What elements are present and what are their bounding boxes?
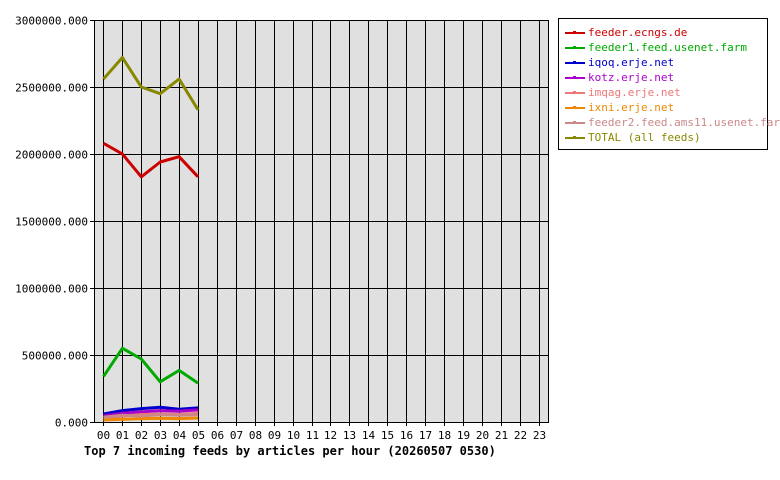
y-tick-label: 2000000.000 [15,149,88,162]
legend-swatch [565,61,585,64]
chart-title: Top 7 incoming feeds by articles per hou… [84,444,496,458]
legend-item: iqoq.erje.net [559,55,767,70]
y-tick-label: 2500000.000 [15,82,88,95]
x-tick-label: 00 [97,429,110,442]
legend-item: kotz.erje.net [559,70,767,85]
series-line [102,56,200,111]
x-tick-label: 12 [324,429,337,442]
x-tick-label: 10 [287,429,300,442]
legend-item: feeder2.feed.ams11.usenet.farm [559,115,780,130]
x-tick-label: 15 [381,429,394,442]
plot-frame [94,20,549,423]
x-tick-label: 16 [400,429,413,442]
y-tick-label: 500000.000 [22,350,88,363]
series-line [102,346,199,385]
series-line [103,405,199,416]
legend-swatch [565,106,585,109]
x-tick-label: 22 [514,429,527,442]
series-line [103,416,199,422]
legend-swatch [565,31,585,34]
y-tick-label: 1000000.000 [15,283,88,296]
legend-swatch [565,46,585,49]
legend-label: feeder.ecngs.de [588,26,688,39]
x-tick-label: 06 [211,429,224,442]
legend-item: feeder.ecngs.de [559,25,767,40]
x-tick-label: 21 [495,429,508,442]
x-tick-label: 05 [192,429,205,442]
y-tick-label: 3000000.000 [15,15,88,28]
x-tick-label: 23 [533,429,546,442]
y-tick-label: 0.000 [55,417,88,430]
x-tick-label: 18 [438,429,451,442]
x-tick-label: 20 [476,429,489,442]
legend-label: TOTAL (all feeds) [588,131,701,144]
x-tick-label: 13 [343,429,356,442]
x-tick-label: 14 [362,429,376,442]
x-tick-label: 09 [268,429,281,442]
x-tick-label: 01 [116,429,129,442]
legend-item: TOTAL (all feeds) [559,130,767,145]
legend-label: kotz.erje.net [588,71,675,84]
legend-label: imqag.erje.net [588,86,681,99]
legend-item: imqag.erje.net [559,85,767,100]
x-tick-label: 02 [135,429,148,442]
legend-swatch [565,136,585,139]
legend-swatch [565,121,585,124]
legend-swatch [565,91,585,94]
series-line [103,413,199,419]
x-tick-label: 11 [306,429,319,442]
legend: feeder.ecngs.de feeder1.feed.usenet.farm i… [558,18,780,150]
legend-item: ixni.erje.net [559,100,767,115]
x-tick-label: 03 [154,429,167,442]
x-tick-label: 07 [230,429,243,442]
legend-item: feeder1.feed.usenet.farm [559,40,767,55]
x-tick-label: 19 [457,429,470,442]
x-tick-label: 04 [173,429,187,442]
x-tick-label: 17 [419,429,432,442]
legend-label: feeder2.feed.ams11.usenet.farm [588,116,780,129]
legend-swatch [565,76,585,79]
x-tick-label: 08 [249,429,262,442]
series-line [102,141,200,179]
y-tick-label: 1500000.000 [15,216,88,229]
legend-label: ixni.erje.net [588,101,675,114]
legend-label: feeder1.feed.usenet.farm [588,41,747,54]
legend-label: iqoq.erje.net [588,56,675,69]
series-line [103,408,199,418]
